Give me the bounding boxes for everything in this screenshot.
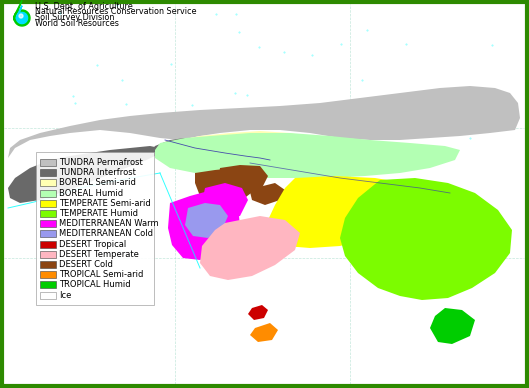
Bar [40, 251, 56, 258]
Text: BOREAL Humid: BOREAL Humid [59, 189, 123, 197]
Polygon shape [155, 133, 460, 178]
Bar [40, 241, 56, 248]
Bar [40, 230, 56, 237]
Polygon shape [180, 131, 330, 160]
Polygon shape [195, 168, 258, 206]
Text: Ice: Ice [59, 291, 71, 300]
Text: BOREAL Semi-arid: BOREAL Semi-arid [59, 178, 136, 187]
Text: TEMPERATE Humid: TEMPERATE Humid [59, 209, 138, 218]
Polygon shape [185, 203, 228, 238]
Bar [40, 169, 56, 176]
Polygon shape [340, 178, 512, 300]
Text: DESERT Cold: DESERT Cold [59, 260, 113, 269]
Bar [40, 159, 56, 166]
Bar [40, 200, 56, 207]
Bar [40, 220, 56, 227]
Text: Soil Survey Division: Soil Survey Division [35, 13, 114, 22]
Polygon shape [250, 323, 278, 342]
Text: DESERT Temperate: DESERT Temperate [59, 250, 139, 259]
Bar [40, 179, 56, 186]
Polygon shape [8, 146, 160, 203]
Bar [36, 152, 154, 305]
Polygon shape [152, 138, 200, 160]
Text: MEDITERRANEAN Warm: MEDITERRANEAN Warm [59, 219, 159, 228]
Polygon shape [16, 6, 28, 24]
Polygon shape [268, 176, 420, 248]
Polygon shape [218, 165, 268, 193]
Bar [40, 281, 56, 288]
Polygon shape [248, 305, 268, 320]
Polygon shape [200, 216, 300, 280]
Text: TUNDRA Permafrost: TUNDRA Permafrost [59, 158, 143, 167]
Bar [40, 261, 56, 268]
Text: TUNDRA Interfrost: TUNDRA Interfrost [59, 168, 136, 177]
Bar [40, 210, 56, 217]
Text: Natural Resources Conservation Service: Natural Resources Conservation Service [35, 7, 196, 17]
Bar [40, 292, 56, 299]
Text: TROPICAL Semi-arid: TROPICAL Semi-arid [59, 270, 143, 279]
Text: World Soil Resources: World Soil Resources [35, 19, 119, 28]
Polygon shape [250, 183, 285, 205]
Polygon shape [168, 190, 240, 260]
Text: U.S. Dept. of Agriculture: U.S. Dept. of Agriculture [35, 2, 133, 11]
Polygon shape [202, 183, 248, 220]
Text: DESERT Tropical: DESERT Tropical [59, 240, 126, 249]
Polygon shape [19, 14, 23, 18]
Bar [40, 190, 56, 197]
Text: TEMPERATE Semi-arid: TEMPERATE Semi-arid [59, 199, 151, 208]
Polygon shape [8, 86, 520, 158]
Text: TROPICAL Humid: TROPICAL Humid [59, 281, 131, 289]
Text: MEDITERRANEAN Cold: MEDITERRANEAN Cold [59, 229, 153, 238]
Polygon shape [14, 0, 30, 26]
Bar [40, 271, 56, 278]
Polygon shape [430, 308, 475, 344]
